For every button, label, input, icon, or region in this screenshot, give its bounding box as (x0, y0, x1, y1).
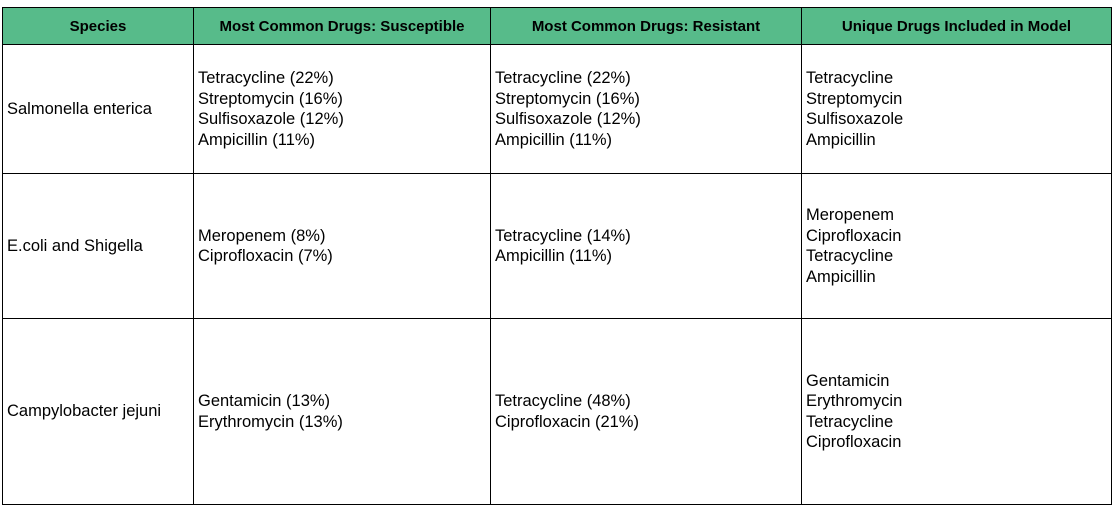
table-row: E.coli and Shigella Meropenem (8%) Cipro… (2, 173, 1112, 319)
drug-entry: Sulfisoxazole (806, 110, 904, 128)
drug-entry: Ampicillin (11%) (495, 130, 613, 149)
drug-entry: Ciprofloxacin (7%) (198, 247, 333, 265)
resistant-cell: Tetracycline (22%) Streptomycin (16%) Su… (490, 44, 802, 174)
unique-drugs-cell: Tetracycline Streptomycin Sulfisoxazole … (801, 44, 1112, 174)
header-row: Species Most Common Drugs: Susceptible M… (2, 7, 1112, 45)
drug-entry: Streptomycin (16%) (198, 89, 343, 108)
drug-entry: Ampicillin (806, 130, 876, 149)
drug-entry: Tetracycline (806, 412, 894, 431)
drug-entry: Ciprofloxacin (21%) (495, 412, 639, 431)
drug-entry: Ciprofloxacin (806, 433, 902, 451)
table-row: Campylobacter jejuni Gentamicin (13%) Er… (2, 318, 1112, 505)
drug-entry: Gentamicin (13%) (198, 392, 331, 410)
drug-entry: Meropenem (8%) (198, 226, 326, 245)
header-unique-drugs: Unique Drugs Included in Model (801, 7, 1112, 45)
resistant-cell: Tetracycline (48%) Ciprofloxacin (21%) (490, 318, 802, 505)
drug-entry: Tetracycline (22%) (495, 69, 631, 87)
drug-entry: Sulfisoxazole (12%) (198, 110, 344, 128)
drug-entry: Ampicillin (806, 267, 876, 286)
drug-entry: Erythromycin (13%) (198, 412, 343, 431)
header-species: Species (2, 7, 194, 45)
species-cell: Salmonella enterica (2, 44, 194, 174)
drug-entry: Tetracycline (14%) (495, 226, 631, 245)
susceptible-cell: Tetracycline (22%) Streptomycin (16%) Su… (193, 44, 491, 174)
header-susceptible: Most Common Drugs: Susceptible (193, 7, 491, 45)
drug-entry: Tetracycline (48%) (495, 392, 631, 410)
drug-entry: Erythromycin (806, 392, 903, 410)
drug-entry: Streptomycin (806, 89, 903, 108)
susceptible-cell: Gentamicin (13%) Erythromycin (13%) (193, 318, 491, 505)
drug-entry: Tetracycline (22%) (198, 69, 334, 87)
drug-table: Species Most Common Drugs: Susceptible M… (2, 7, 1112, 505)
drug-entry: Sulfisoxazole (12%) (495, 110, 641, 128)
drug-entry: Streptomycin (16%) (495, 89, 640, 108)
resistant-cell: Tetracycline (14%) Ampicillin (11%) (490, 173, 802, 319)
species-cell: Campylobacter jejuni (2, 318, 194, 505)
drug-entry: Ampicillin (11%) (495, 247, 613, 265)
drug-entry: Tetracycline (806, 69, 894, 87)
drug-entry: Meropenem (806, 206, 895, 224)
drug-entry: Tetracycline (806, 247, 894, 265)
table-row: Salmonella enterica Tetracycline (22%) S… (2, 44, 1112, 174)
drug-entry: Ampicillin (11%) (198, 130, 316, 149)
unique-drugs-cell: Meropenem Ciprofloxacin Tetracycline Amp… (801, 173, 1112, 319)
header-resistant: Most Common Drugs: Resistant (490, 7, 802, 45)
susceptible-cell: Meropenem (8%) Ciprofloxacin (7%) (193, 173, 491, 319)
drug-entry: Gentamicin (806, 371, 890, 390)
drug-entry: Ciprofloxacin (806, 226, 902, 245)
species-cell: E.coli and Shigella (2, 173, 194, 319)
unique-drugs-cell: Gentamicin Erythromycin Tetracycline Cip… (801, 318, 1112, 505)
